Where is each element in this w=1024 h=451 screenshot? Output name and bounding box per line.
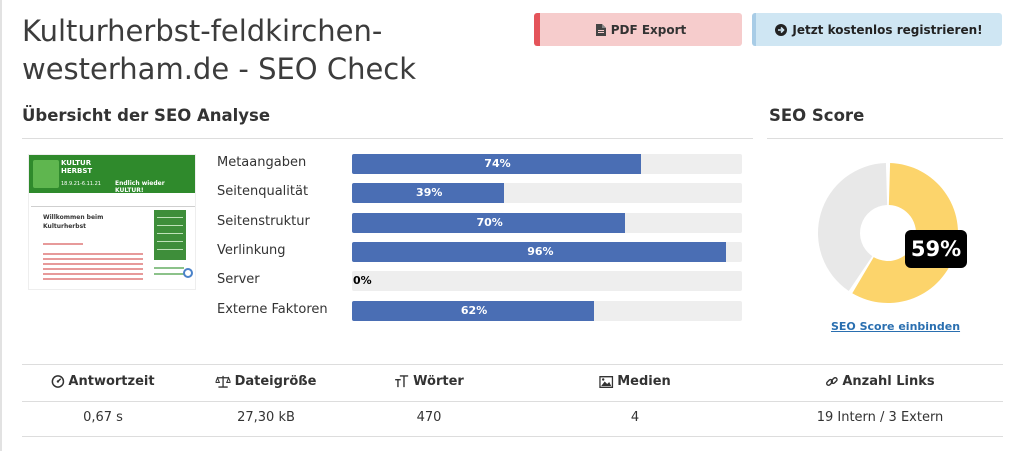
- gauge-icon: [51, 375, 65, 388]
- text-size-icon: [394, 375, 409, 388]
- stats-top-divider: [22, 364, 1003, 365]
- page-title: Kulturherbst-feldkirchen-westerham.de - …: [22, 14, 417, 86]
- thumbnail-text-line: [43, 253, 143, 255]
- seo-score-donut: [818, 163, 958, 303]
- metric-label: Seitenstruktur: [217, 214, 310, 229]
- thumbnail-text-line: [43, 258, 143, 260]
- score-divider: [767, 138, 1003, 139]
- scale-icon: [215, 375, 231, 388]
- metric-label: Server: [217, 272, 260, 287]
- thumbnail-heading-line2: Kulturherbst: [43, 223, 87, 230]
- metric-label: Externe Faktoren: [217, 302, 328, 317]
- stat-header-label: Antwortzeit: [68, 374, 155, 389]
- image-icon: [599, 375, 614, 388]
- stat-value-links: 19 Intern / 3 Extern: [816, 410, 944, 425]
- stat-header-media: Medien: [599, 374, 671, 389]
- metric-percent: 62%: [460, 304, 488, 317]
- metric-percent: 0%: [353, 274, 372, 287]
- donut-filled-segment: [852, 163, 958, 303]
- thumbnail-text-line: [43, 268, 143, 270]
- leaf-logo-icon: [33, 160, 59, 188]
- embed-score-link[interactable]: SEO Score einbinden: [831, 320, 961, 333]
- stat-header-label: Wörter: [413, 374, 464, 389]
- stat-header-label: Anzahl Links: [842, 374, 935, 389]
- thumbnail-sidebar: [154, 210, 186, 260]
- thumbnail-text-line: [43, 273, 143, 275]
- stat-value-media: 4: [630, 410, 640, 425]
- metric-bar-fill: [352, 154, 641, 174]
- metric-bar-track: 96%: [352, 242, 742, 262]
- thumbnail-badge-icon: [183, 268, 193, 278]
- thumbnail-sidebar-line: [157, 217, 183, 218]
- metric-label: Metaangaben: [217, 155, 307, 170]
- website-thumbnail: KULTUR HERBST 18.9.21-6.11.21 Endlich wi…: [28, 154, 196, 290]
- metric-label: Verlinkung: [217, 243, 286, 258]
- metric-bar-fill: [352, 213, 625, 233]
- thumbnail-slogan: Endlich wieder KULTUR!: [115, 180, 165, 194]
- seo-score-value: 59%: [905, 230, 967, 268]
- stat-value-response-time: 0,67 s: [83, 410, 123, 425]
- thumbnail-sidebar-line: [157, 225, 183, 226]
- thumbnail-logo-line2: HERBST: [61, 167, 93, 175]
- metric-bar-track: 0%: [352, 271, 742, 291]
- thumbnail-logo-line1: KULTUR: [61, 159, 92, 167]
- left-border: [0, 0, 2, 451]
- thumbnail-heading: Willkommen beim Kulturherbst: [43, 213, 103, 231]
- stats-bottom-divider: [22, 436, 1003, 437]
- file-pdf-icon: [595, 23, 606, 36]
- score-heading: SEO Score: [769, 106, 865, 125]
- metric-bar-fill: [352, 301, 594, 321]
- thumbnail-sidebar-line: [154, 273, 184, 275]
- metric-bar-fill: [352, 242, 727, 262]
- metric-percent: 70%: [476, 216, 503, 229]
- metric-percent: 39%: [416, 186, 443, 199]
- register-label: Jetzt kostenlos registrieren!: [792, 22, 983, 37]
- stats-header-divider: [22, 401, 1003, 402]
- metric-bar-track: 70%: [352, 213, 742, 233]
- arrow-circle-right-icon: [775, 23, 788, 36]
- register-button[interactable]: Jetzt kostenlos registrieren!: [752, 13, 1002, 46]
- pdf-export-label: PDF Export: [610, 22, 687, 37]
- stat-header-file-size: Dateigröße: [215, 374, 317, 389]
- stat-header-words: Wörter: [394, 374, 464, 389]
- stat-header-label: Medien: [617, 374, 671, 389]
- overview-heading: Übersicht der SEO Analyse: [22, 106, 271, 125]
- link-icon: [825, 375, 838, 388]
- metric-bar-track: 62%: [352, 301, 742, 321]
- metric-bar-track: 74%: [352, 154, 742, 174]
- stat-header-response-time: Antwortzeit: [51, 374, 155, 389]
- donut-empty-segment: [818, 163, 888, 291]
- metric-label: Seitenqualität: [217, 184, 309, 199]
- metric-bar-fill: [352, 183, 505, 203]
- thumbnail-sidebar-line: [157, 233, 183, 234]
- thumbnail-sidebar-line: [157, 241, 183, 242]
- thumbnail-text-line: [43, 278, 143, 280]
- stat-header-links: Anzahl Links: [825, 374, 935, 389]
- thumbnail-text-line: [43, 243, 83, 245]
- stat-header-label: Dateigröße: [234, 374, 317, 389]
- thumbnail-nav: [31, 195, 195, 207]
- overview-divider: [22, 138, 753, 139]
- metric-bar-track: 39%: [352, 183, 742, 203]
- thumbnail-text-line: [43, 263, 143, 265]
- thumbnail-sidebar-line: [154, 267, 184, 269]
- pdf-export-button[interactable]: PDF Export: [534, 13, 742, 46]
- thumbnail-logo-dates: 18.9.21-6.11.21: [61, 181, 101, 187]
- metric-percent: 74%: [484, 157, 511, 170]
- stat-value-words: 470: [416, 410, 442, 425]
- thumbnail-logo-text: KULTUR HERBST: [61, 159, 92, 175]
- stat-value-file-size: 27,30 kB: [237, 410, 295, 425]
- thumbnail-sidebar-line: [157, 249, 183, 250]
- thumbnail-heading-line1: Willkommen beim: [43, 214, 104, 221]
- metric-percent: 96%: [527, 245, 554, 258]
